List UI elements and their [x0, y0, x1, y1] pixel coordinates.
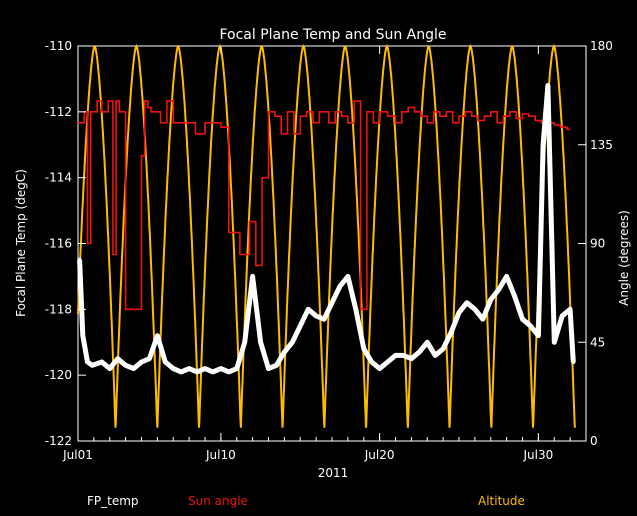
series-layer: [77, 44, 576, 428]
fp-temp-point: [107, 366, 112, 371]
fp-temp-point: [305, 307, 311, 312]
fp-temp-point: [472, 307, 478, 312]
fp-temp-point: [377, 366, 382, 371]
fp-temp-point: [552, 340, 557, 345]
y-left-tick-label: -116: [45, 237, 72, 251]
fp-temp-point: [393, 353, 398, 358]
x-tick-label: Jul20: [364, 448, 395, 462]
y-left-tick-label: -114: [45, 171, 72, 185]
fp-temp-point: [545, 83, 551, 88]
y-left-tick-label: -122: [45, 434, 72, 448]
y-left-tick-label: -112: [45, 105, 72, 119]
fp-temp-point: [401, 353, 406, 358]
fp-temp-point: [186, 366, 192, 371]
fp-temp-point: [218, 366, 224, 371]
legend-altitude: Altitude: [478, 494, 525, 508]
fp-temp-point: [520, 317, 525, 322]
x-tick-label: Jul30: [523, 448, 554, 462]
fp-temp-point: [115, 356, 120, 361]
x-axis-label: 2011: [318, 466, 349, 480]
fp-temp-point: [77, 257, 82, 263]
fp-temp-point: [99, 359, 105, 365]
fp-temp-point: [361, 346, 366, 352]
fp-temp-point: [432, 353, 438, 358]
x-tick-label: Jul10: [205, 448, 236, 462]
fp-temp-point: [345, 274, 351, 279]
fp-temp-point: [290, 340, 295, 345]
fp-temp-point: [385, 359, 390, 365]
fp-temp-point: [337, 284, 343, 289]
fp-temp-point: [448, 330, 454, 335]
fp-temp-point: [504, 274, 509, 279]
y-right-tick-label: 0: [590, 434, 598, 448]
fp-temp-point: [163, 359, 168, 365]
y-right-tick-label: 135: [590, 138, 613, 152]
series-altitude-line: [77, 44, 576, 428]
series-fp-temp-line: [77, 83, 576, 375]
fp-temp-point: [147, 356, 152, 361]
y-axis-left-label: Focal Plane Temp (degC): [14, 169, 28, 317]
fp-temp-point: [258, 340, 263, 345]
series-sun-angle-line: [78, 100, 571, 311]
fp-temp-point: [571, 359, 576, 365]
y-left-tick-label: -118: [45, 302, 72, 316]
fp-temp-point: [496, 287, 501, 292]
fp-temp-point: [298, 323, 303, 328]
fp-temp-point: [425, 340, 430, 345]
fp-temp-point: [409, 356, 414, 361]
fp-temp-point: [85, 359, 90, 365]
fp-temp-point: [440, 346, 446, 352]
fp-temp-point: [155, 333, 160, 338]
fp-temp-point: [282, 349, 287, 355]
fp-temp-point: [528, 323, 533, 328]
fp-temp-point: [274, 363, 279, 368]
fp-temp-point: [512, 293, 517, 299]
fp-temp-point: [194, 369, 200, 375]
fp-temp-point: [488, 297, 493, 302]
fp-temp-point: [266, 366, 271, 371]
fp-temp-point: [540, 142, 546, 147]
fp-temp-point: [234, 366, 239, 371]
y-left-tick-label: -110: [45, 39, 72, 53]
fp-temp-point: [210, 369, 216, 375]
x-tick-label: Jul01: [62, 448, 93, 462]
fp-temp-point: [90, 363, 95, 368]
fp-temp-point: [313, 313, 319, 319]
fp-temp-point: [226, 369, 232, 375]
fp-temp-point: [250, 274, 255, 279]
y-right-tick-label: 180: [590, 39, 613, 53]
y-right-tick-label: 45: [590, 335, 605, 349]
fp-temp-point: [456, 310, 462, 315]
fp-temp-point: [417, 349, 422, 355]
fp-temp-point: [353, 307, 359, 312]
fp-temp-point: [131, 366, 136, 371]
legend-sun-angle: Sun angle: [188, 494, 248, 508]
fp-temp-point: [202, 366, 208, 371]
fp-temp-point: [80, 333, 85, 338]
fp-temp-point: [480, 317, 486, 322]
fp-temp-point: [329, 300, 335, 305]
fp-temp-point: [559, 313, 565, 319]
fp-temp-point: [139, 359, 144, 365]
y-left-tick-label: -120: [45, 368, 72, 382]
fp-temp-point: [536, 333, 541, 338]
fp-temp-point: [171, 366, 176, 371]
fp-temp-point: [369, 359, 374, 365]
legend-fp-temp: FP_temp: [87, 494, 139, 508]
y-axis-right-label: Angle (degrees): [617, 210, 631, 306]
ticks-layer: -110 -112 -114 -116 -118 -120 -122 180 135 90 45 0 J…: [45, 39, 613, 462]
fp-temp-point: [123, 363, 128, 368]
fp-temp-point: [242, 340, 247, 345]
y-right-tick-label: 90: [590, 237, 605, 251]
chart-title: Focal Plane Temp and Sun Angle: [219, 27, 446, 43]
fp-temp-point: [321, 317, 327, 322]
fp-temp-point: [464, 300, 470, 305]
fp-temp-point: [567, 307, 573, 312]
fp-temp-point: [178, 369, 184, 375]
